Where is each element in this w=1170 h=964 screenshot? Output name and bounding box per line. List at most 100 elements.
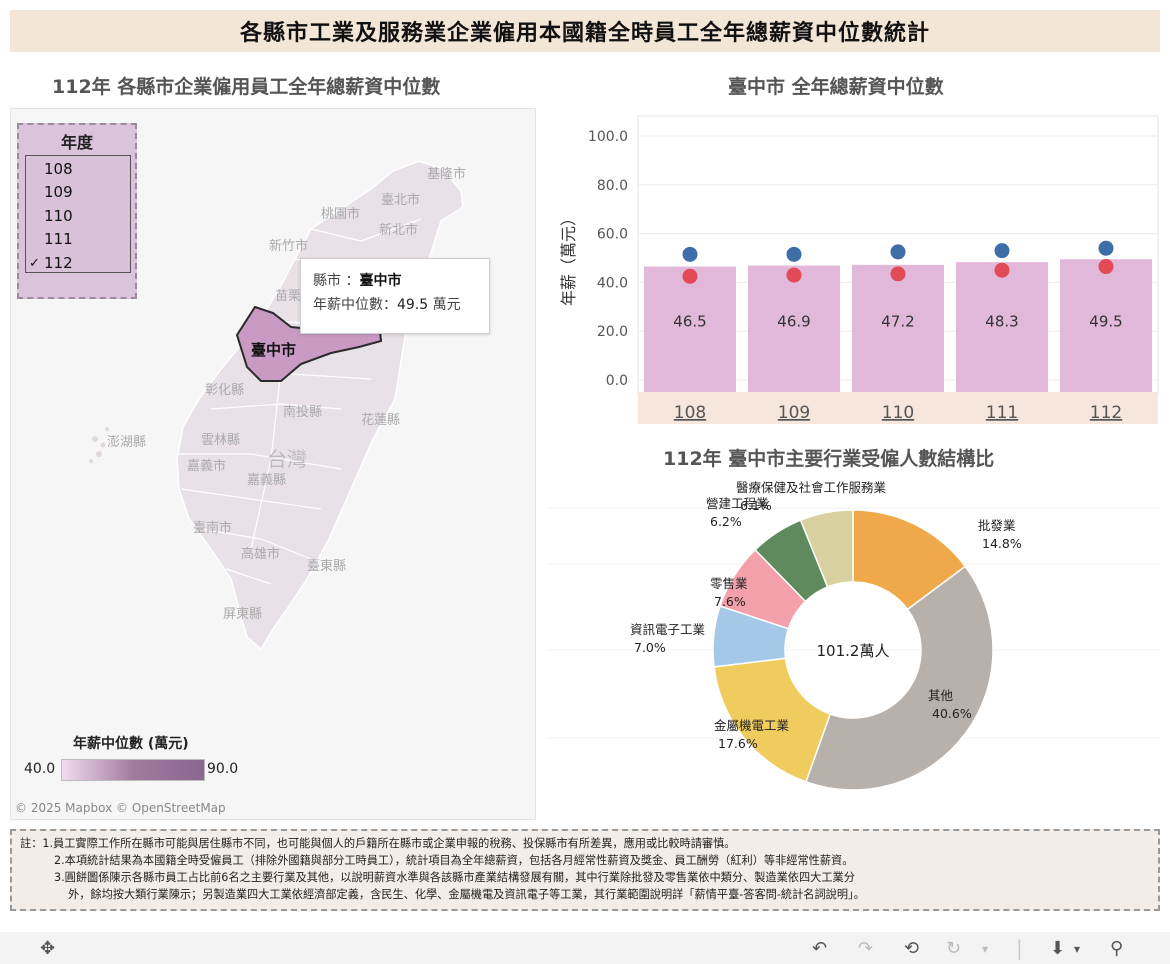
undo-icon[interactable]: ↶ <box>812 938 828 959</box>
map-label-newtaipei: 新北市 <box>379 223 419 238</box>
download-icon[interactable]: ⬇ <box>1050 938 1066 959</box>
blue-dot-110[interactable] <box>890 244 906 260</box>
refresh-icon[interactable]: ↻ <box>946 938 962 959</box>
pie-label: 零售業 <box>710 576 748 591</box>
chevron-down-icon[interactable]: ▾ <box>982 942 989 956</box>
pie-label: 批發業 <box>978 518 1016 533</box>
red-dot-108[interactable] <box>682 268 698 284</box>
legend-gradient <box>61 759 205 781</box>
pie-pct: 6.1% <box>740 498 772 513</box>
bar-value-label: 46.9 <box>777 312 810 330</box>
year-option-110[interactable]: 110 <box>26 205 130 228</box>
map-label-taiwan: 台灣 <box>267 447 307 471</box>
year-filter-title: 年度 <box>60 133 93 152</box>
toolbar-divider: | <box>1016 936 1023 960</box>
year-option-112[interactable]: ✓ 112 <box>26 252 130 275</box>
x-tick-110[interactable]: 110 <box>882 403 914 423</box>
x-tick-112[interactable]: 112 <box>1090 403 1122 423</box>
pie-slice-1[interactable] <box>804 565 994 791</box>
y-tick-label: 60.0 <box>597 227 628 243</box>
blue-dot-108[interactable] <box>682 246 698 262</box>
map-label-taitung: 臺東縣 <box>307 559 347 574</box>
year-option-label: 108 <box>44 160 73 178</box>
pie-pct: 6.2% <box>710 514 742 529</box>
download-chevron-icon[interactable]: ▾ <box>1074 942 1081 956</box>
bar-value-label: 46.5 <box>673 312 706 330</box>
bar-109[interactable] <box>748 265 840 392</box>
x-axis-band <box>638 392 1158 424</box>
map-attribution[interactable]: © 2025 Mapbox © OpenStreetMap <box>15 801 226 815</box>
footnotes: 註：1.員工實際工作所在縣市可能與居住縣市不同，也可能與個人的戶籍所在縣市或企業… <box>10 829 1160 911</box>
map-label-chiayi-city: 嘉義市 <box>187 459 227 474</box>
bar-108[interactable] <box>644 266 736 392</box>
pie-slice-6[interactable] <box>799 509 854 588</box>
map-label-penghu: 澎湖縣 <box>107 435 147 450</box>
y-tick-label: 20.0 <box>597 324 628 340</box>
share-icon[interactable]: ⚲ <box>1110 938 1124 959</box>
year-option-109[interactable]: 109 <box>26 181 130 204</box>
x-tick-111[interactable]: 111 <box>986 403 1018 423</box>
bar-111[interactable] <box>956 262 1048 392</box>
x-tick-109[interactable]: 109 <box>778 403 810 423</box>
red-dot-112[interactable] <box>1098 259 1114 275</box>
year-option-label: 110 <box>44 206 73 225</box>
pie-center-label: 101.2萬人 <box>817 642 890 660</box>
year-option-label: 111 <box>44 230 73 249</box>
blue-dot-109[interactable] <box>786 246 802 262</box>
pie-chart[interactable]: 批發業 14.8% 其他 40.6% 金屬機電工業 17.6% 資訊電子工業 7.0% 零售業 7… <box>546 478 1160 814</box>
blue-dot-112[interactable] <box>1098 240 1114 256</box>
tooltip-county-value: 臺中市 <box>359 273 402 289</box>
bottom-toolbar: ✥ ↶ ↷ ⟲ ↻ ▾ | ⬇ ▾ ⚲ <box>0 932 1170 964</box>
pie-pct: 14.8% <box>982 536 1022 551</box>
pie-label: 資訊電子工業 <box>630 622 706 637</box>
tooltip-salary-label: 年薪中位數： <box>313 297 397 313</box>
pie-label: 金屬機電工業 <box>714 718 790 733</box>
bar-value-label: 47.2 <box>881 312 914 330</box>
map-label-keelung: 基隆市 <box>427 167 467 182</box>
blue-dot-111[interactable] <box>994 243 1010 259</box>
red-dot-111[interactable] <box>994 262 1010 278</box>
red-dot-109[interactable] <box>786 267 802 283</box>
pie-slice-2[interactable] <box>713 657 832 783</box>
pie-chart-svg[interactable]: 批發業 14.8% 其他 40.6% 金屬機電工業 17.6% 資訊電子工業 7.0% 零售業 7… <box>546 478 1160 814</box>
year-filter-list[interactable]: 108 109 110 111 ✓ 112 <box>25 155 131 273</box>
redo-icon[interactable]: ↷ <box>858 938 874 959</box>
tooltip-unit: 萬元 <box>432 297 461 313</box>
bar-chart-svg[interactable]: 100.0 80.0 60.0 40.0 20.0 0.0 年薪（萬元） 46.5 108 46.… <box>546 108 1160 424</box>
note-line-3: 3.圓餅圖係陳示各縣市員工占比前6名之主要行業及其他，以說明薪資水準與各該縣市產… <box>54 871 855 884</box>
dashboard-title: 各縣市工業及服務業企業僱用本國籍全時員工全年總薪資中位數統計 <box>10 10 1160 52</box>
bar-110[interactable] <box>852 264 944 392</box>
move-icon[interactable]: ✥ <box>40 938 56 959</box>
pie-label: 醫療保健及社會工作服務業 <box>736 480 887 495</box>
map-tooltip: 縣市 ：臺中市 年薪中位數：49.5 萬元 <box>300 258 490 334</box>
legend-max: 90.0 <box>207 761 239 777</box>
bar-value-label: 49.5 <box>1089 312 1122 330</box>
legend-title: 年薪中位數 (萬元) <box>73 736 189 752</box>
bar-112[interactable] <box>1060 259 1152 392</box>
pie-chart-title: 112年 臺中市主要行業受僱人數結構比 <box>663 448 995 470</box>
map-label-hsinchu: 新竹市 <box>269 239 309 254</box>
revert-icon[interactable]: ⟲ <box>904 938 920 959</box>
note-line-2: 2.本項統計結果為本國籍全時受僱員工（排除外國籍與部分工時員工），統計項目為全年… <box>54 854 854 867</box>
pie-pct: 7.0% <box>634 640 666 655</box>
year-option-111[interactable]: 111 <box>26 228 130 251</box>
penghu-islands <box>89 427 109 463</box>
year-option-108[interactable]: 108 <box>26 158 130 181</box>
map-label-kaohsiung: 高雄市 <box>241 547 281 562</box>
tooltip-salary-value: 49.5 <box>397 297 429 313</box>
bar-chart[interactable]: 100.0 80.0 60.0 40.0 20.0 0.0 年薪（萬元） 46.5 108 46.… <box>546 108 1160 424</box>
x-tick-108[interactable]: 108 <box>674 403 706 423</box>
red-dot-110[interactable] <box>890 266 906 282</box>
map-label-pingtung: 屏東縣 <box>223 607 263 622</box>
y-tick-label: 80.0 <box>597 178 628 194</box>
map-panel[interactable]: 基隆市 臺北市 桃園市 新北市 新竹市 苗栗 臺中市 彰化縣 南投縣 花蓮縣 澎… <box>10 108 536 820</box>
map-label-chiayi-county: 嘉義縣 <box>247 473 287 488</box>
legend-min: 40.0 <box>24 761 56 777</box>
pie-pct: 40.6% <box>932 706 972 721</box>
map-label-yunlin: 雲林縣 <box>201 433 241 448</box>
map-label-miaoli: 苗栗 <box>275 289 302 304</box>
note-line-4: 外，餘均按大類行業陳示；另製造業四大工業依經濟部定義，含民生、化學、金屬機電及資… <box>68 888 865 901</box>
bar-value-label: 48.3 <box>985 312 1018 330</box>
year-filter[interactable]: 年度 108 109 110 111 ✓ 112 <box>17 123 137 299</box>
map-label-tainan: 臺南市 <box>193 521 233 536</box>
